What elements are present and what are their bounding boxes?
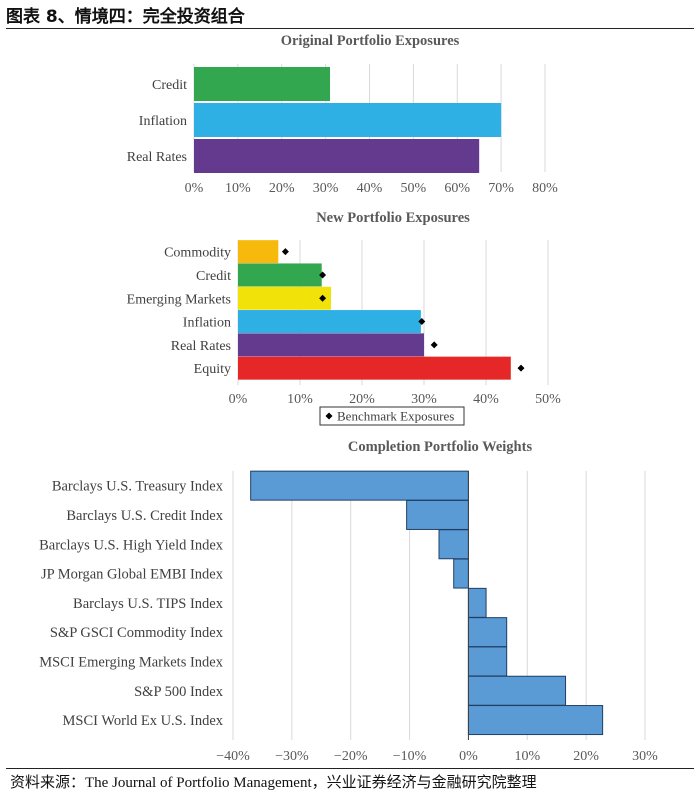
legend-marker [325, 412, 333, 420]
category-label: Commodity [164, 246, 231, 261]
bar [194, 103, 502, 137]
x-tick-label: 70% [488, 181, 514, 196]
bar [467, 617, 508, 648]
bar [194, 67, 331, 101]
legend-label: Benchmark Exposures [337, 409, 454, 424]
bottom-rule [6, 768, 694, 769]
benchmark-marker [319, 294, 327, 302]
category-label: MSCI World Ex U.S. Index [63, 713, 224, 729]
category-label: Credit [196, 269, 231, 284]
bar [238, 286, 331, 310]
x-tick-label: 0% [229, 392, 248, 407]
category-label: Barclays U.S. High Yield Index [39, 537, 224, 553]
bar [467, 587, 487, 618]
category-label: Barclays U.S. Treasury Index [52, 479, 224, 495]
new-exposures-chart: New Portfolio Exposures 0% 10% 20% 30% 40% 50%… [127, 210, 561, 426]
bar [406, 499, 469, 530]
x-tick-label: 20% [269, 181, 295, 196]
legend-box [319, 406, 465, 426]
bar [238, 333, 424, 357]
category-label: MSCI Emerging Markets Index [39, 654, 224, 670]
category-label: Inflation [183, 316, 231, 331]
x-tick-label: −40% [216, 749, 250, 764]
x-tick-label: −10% [393, 749, 427, 764]
chart-title: Original Portfolio Exposures [281, 33, 460, 49]
x-tick-label: 50% [401, 181, 427, 196]
category-label: Real Rates [171, 339, 231, 354]
bar [238, 240, 279, 264]
x-tick-label: 20% [349, 392, 375, 407]
x-tick-label: 10% [225, 181, 251, 196]
original-exposures-chart: Original Portfolio Exposures 0% 10% 20% 30% 4… [127, 33, 558, 196]
x-tick-label: −20% [334, 749, 368, 764]
bar [467, 646, 508, 677]
category-label: Emerging Markets [127, 292, 231, 307]
figure-title: 图表 8、情境四：完全投资组合 [6, 7, 245, 27]
bar [467, 675, 567, 706]
category-label: JP Morgan Global EMBI Index [41, 567, 224, 583]
benchmark-marker [418, 318, 426, 326]
category-label: S&P GSCI Commodity Index [50, 625, 224, 641]
chart-title: Completion Portfolio Weights [348, 439, 533, 455]
category-label: Equity [194, 362, 231, 377]
chart-title: New Portfolio Exposures [316, 210, 470, 226]
bar [467, 705, 604, 736]
top-rule [6, 28, 694, 29]
bar [250, 470, 469, 501]
bar [238, 356, 511, 380]
category-label: S&P 500 Index [134, 684, 224, 700]
bar [238, 263, 322, 287]
benchmark-marker [281, 248, 289, 256]
x-tick-label: 30% [411, 392, 437, 407]
x-tick-label: 10% [287, 392, 313, 407]
x-tick-label: 0% [185, 181, 204, 196]
benchmark-marker [517, 364, 525, 372]
category-label: Real Rates [127, 150, 187, 165]
x-tick-label: 80% [532, 181, 558, 196]
x-tick-label: −30% [275, 749, 309, 764]
x-tick-label: 40% [473, 392, 499, 407]
category-label: Credit [152, 78, 187, 93]
x-tick-label: 30% [632, 749, 658, 764]
benchmark-marker [319, 271, 327, 279]
category-label: Barclays U.S. Credit Index [66, 508, 223, 524]
bar [194, 139, 480, 173]
bar [453, 558, 469, 589]
bar [238, 310, 421, 334]
x-tick-label: 30% [313, 181, 339, 196]
benchmark-marker [430, 341, 438, 349]
x-tick-label: 40% [357, 181, 383, 196]
category-label: Barclays U.S. TIPS Index [73, 596, 224, 612]
x-tick-label: 0% [459, 749, 478, 764]
bar [438, 529, 469, 560]
x-tick-label: 20% [573, 749, 599, 764]
x-tick-label: 10% [514, 749, 540, 764]
x-tick-label: 50% [535, 392, 561, 407]
x-tick-label: 60% [444, 181, 470, 196]
category-label: Inflation [139, 114, 187, 129]
completion-weights-chart: Completion Portfolio Weights −40% −30% −20%… [39, 439, 658, 764]
source-note: 资料来源：The Journal of Portfolio Management… [10, 775, 537, 791]
